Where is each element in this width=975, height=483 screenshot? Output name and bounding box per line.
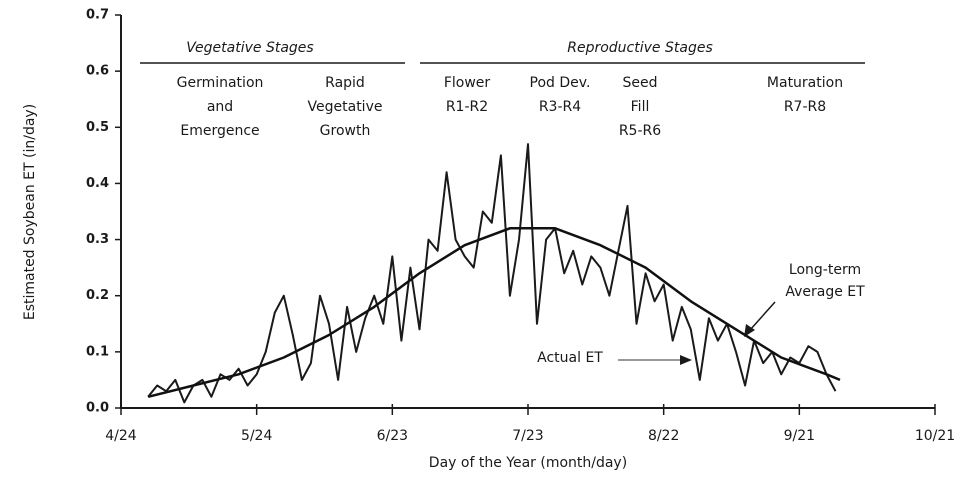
stage-label: R3-R4 — [539, 99, 581, 115]
x-tick-label: 4/24 — [105, 428, 137, 444]
x-tick-label: 6/23 — [377, 428, 408, 444]
stage-label: Flower — [444, 75, 491, 91]
stage-header: Reproductive Stages — [567, 40, 712, 56]
y-axis-label: Estimated Soybean ET (in/day) — [22, 104, 38, 320]
x-tick-label: 8/22 — [648, 428, 679, 444]
x-tick-label: 5/24 — [241, 428, 273, 444]
stage-label: Growth — [320, 123, 371, 139]
y-tick-label: 0.0 — [86, 401, 109, 416]
series-line — [147, 227, 841, 399]
y-tick-label: 0.4 — [86, 176, 109, 191]
x-tick-label: 9/21 — [784, 428, 815, 444]
stage-label: Rapid — [325, 75, 365, 91]
x-axis-label: Day of the Year (month/day) — [429, 455, 627, 471]
y-tick-label: 0.1 — [86, 344, 109, 359]
x-tick-label: 10/21 — [915, 428, 955, 444]
stage-label: and — [207, 99, 233, 115]
stage-label: Germination — [177, 75, 264, 91]
y-tick-label: 0.7 — [86, 8, 109, 23]
stage-label: Pod Dev. — [530, 75, 591, 91]
x-tick-label: 7/23 — [512, 428, 543, 444]
stage-label: Fill — [631, 99, 650, 115]
stage-header: Vegetative Stages — [186, 40, 313, 56]
y-tick-label: 0.6 — [86, 64, 109, 79]
annotation: Long-term — [789, 262, 861, 278]
stage-label: Vegetative — [308, 99, 383, 115]
y-tick-label: 0.2 — [86, 288, 109, 303]
annotation: Actual ET — [537, 350, 603, 366]
stage-label: R5-R6 — [619, 123, 661, 139]
stage-label: Seed — [623, 75, 658, 91]
arrow-head — [744, 324, 755, 337]
annotation: Average ET — [785, 284, 865, 300]
y-tick-label: 0.5 — [86, 120, 109, 135]
stage-label: Emergence — [180, 123, 259, 139]
stage-label: R7-R8 — [784, 99, 826, 115]
series-line — [147, 143, 837, 404]
y-tick-label: 0.3 — [86, 232, 109, 247]
stage-label: Maturation — [767, 75, 843, 91]
stage-label: R1-R2 — [446, 99, 488, 115]
annotation-arrow — [749, 301, 776, 331]
arrow-head — [680, 355, 692, 365]
